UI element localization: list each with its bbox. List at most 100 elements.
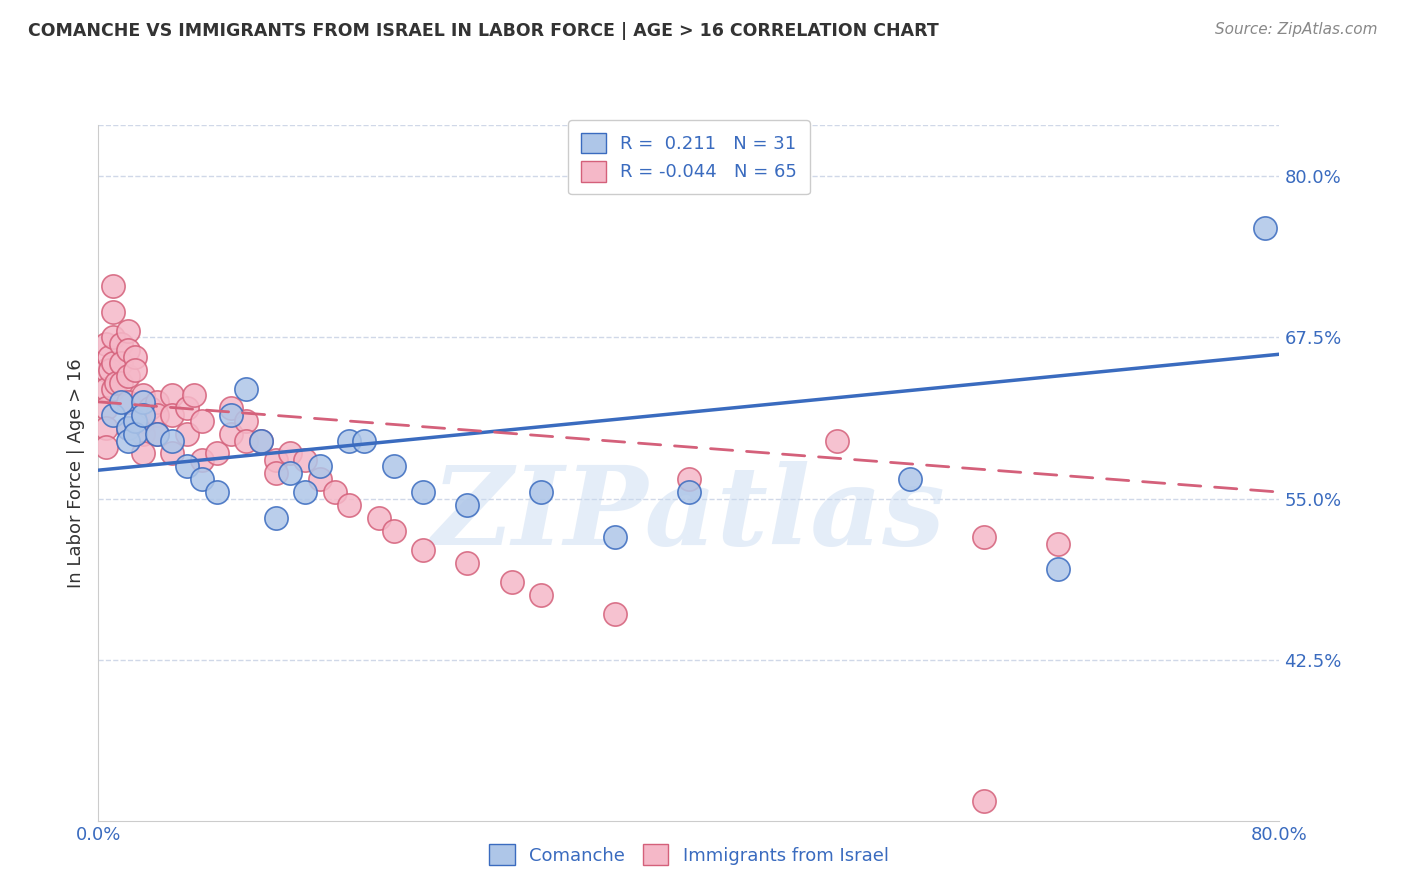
Point (132, 414, 155, 428)
Point (146, 427, 169, 442)
Point (382, 524, 405, 538)
Point (124, 350, 146, 364)
Point (412, 485, 434, 500)
Point (337, 434, 360, 448)
Point (337, 498, 360, 512)
Point (264, 466, 287, 480)
Point (219, 408, 242, 422)
Point (110, 376, 132, 390)
Point (146, 408, 169, 422)
Point (103, 330, 125, 344)
Point (146, 395, 169, 409)
Point (235, 414, 257, 428)
Point (103, 279, 125, 293)
Point (412, 543, 434, 558)
Point (94, 337, 117, 351)
Y-axis label: In Labor Force | Age > 16: In Labor Force | Age > 16 (66, 358, 84, 588)
Point (97, 350, 120, 364)
Point (278, 446, 302, 460)
Point (309, 472, 332, 486)
Point (205, 485, 228, 500)
Point (98, 362, 121, 376)
Point (294, 485, 316, 500)
Point (94, 362, 117, 376)
Point (94, 420, 117, 434)
Point (264, 511, 287, 525)
Point (235, 382, 257, 396)
Point (973, 530, 995, 544)
Point (103, 356, 125, 370)
Point (264, 453, 287, 467)
Point (368, 511, 391, 525)
Point (105, 376, 128, 390)
Point (176, 401, 198, 416)
Point (103, 382, 125, 396)
Point (501, 575, 523, 590)
Point (294, 453, 316, 467)
Point (1254, 221, 1277, 235)
Point (530, 588, 553, 602)
Point (117, 395, 139, 409)
Point (205, 446, 228, 460)
Point (110, 356, 132, 370)
Point (117, 324, 139, 338)
Point (117, 369, 139, 384)
Point (323, 485, 346, 500)
Point (117, 343, 139, 358)
Point (132, 446, 155, 460)
Point (103, 408, 125, 422)
Point (117, 434, 139, 448)
Point (162, 388, 183, 402)
Point (139, 401, 162, 416)
Point (1046, 562, 1069, 576)
Point (110, 395, 132, 409)
Point (176, 459, 198, 474)
Point (605, 530, 627, 544)
Point (110, 337, 132, 351)
Point (124, 362, 146, 376)
Point (678, 472, 700, 486)
Point (183, 388, 205, 402)
Point (605, 607, 627, 622)
Point (825, 434, 848, 448)
Point (353, 434, 375, 448)
Point (678, 485, 700, 500)
Point (94, 401, 117, 416)
Point (132, 395, 155, 409)
Point (191, 414, 214, 428)
Point (117, 420, 139, 434)
Text: ZIPatlas: ZIPatlas (432, 461, 946, 568)
Text: COMANCHE VS IMMIGRANTS FROM ISRAEL IN LABOR FORCE | AGE > 16 CORRELATION CHART: COMANCHE VS IMMIGRANTS FROM ISRAEL IN LA… (28, 22, 939, 40)
Point (132, 408, 155, 422)
Point (219, 401, 242, 416)
Point (94, 440, 117, 454)
Point (94, 382, 117, 396)
Point (162, 434, 183, 448)
Point (191, 453, 214, 467)
Point (124, 427, 146, 442)
Point (124, 414, 146, 428)
Point (176, 427, 198, 442)
Text: Source: ZipAtlas.com: Source: ZipAtlas.com (1215, 22, 1378, 37)
Point (278, 466, 302, 480)
Point (146, 427, 169, 442)
Point (973, 794, 995, 808)
Point (117, 420, 139, 434)
Point (456, 556, 478, 570)
Point (382, 459, 405, 474)
Point (309, 459, 332, 474)
Point (132, 427, 155, 442)
Point (132, 388, 155, 402)
Point (219, 427, 242, 442)
Point (162, 446, 183, 460)
Point (103, 304, 125, 318)
Point (162, 408, 183, 422)
Point (250, 434, 273, 448)
Point (530, 485, 553, 500)
Point (456, 498, 478, 512)
Legend: Comanche, Immigrants from Israel: Comanche, Immigrants from Israel (481, 835, 897, 874)
Point (1046, 536, 1069, 550)
Point (235, 434, 257, 448)
Point (191, 472, 214, 486)
Point (900, 472, 922, 486)
